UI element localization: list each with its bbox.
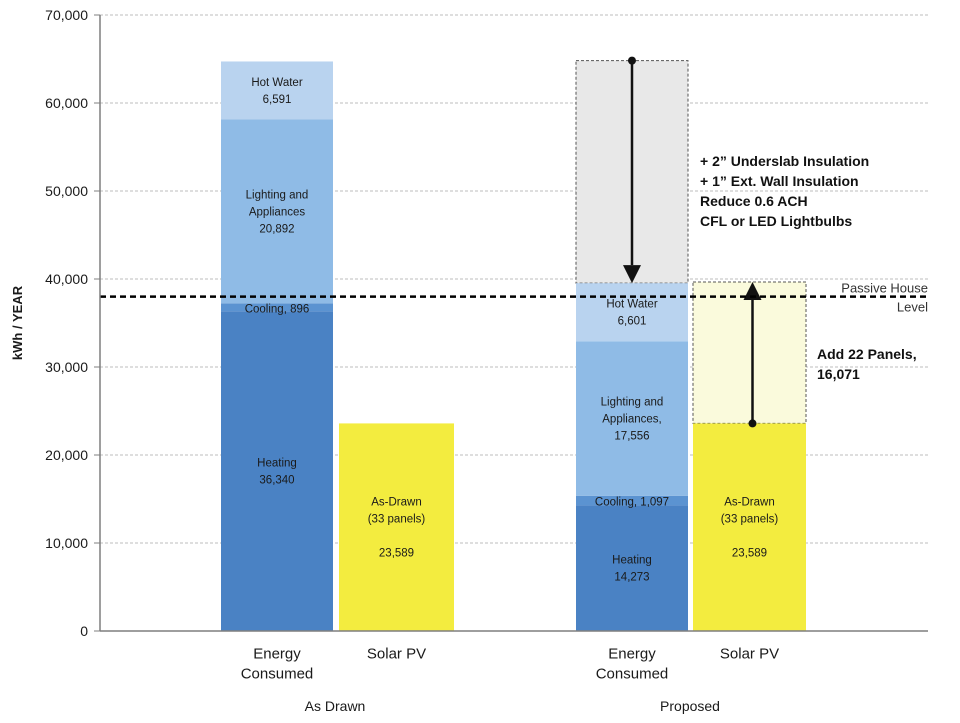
x-category-label: Solar PV [367,645,426,662]
data-label: Heating 14,273 [612,555,652,584]
annotation-box-added-panels [692,281,807,424]
annotation-arrow-head [743,281,762,300]
data-label: As-Drawn (33 panels) 23,589 [368,497,426,560]
y-tick-label: 10,000 [45,535,88,551]
data-label: Lighting and Appliances 20,892 [246,189,309,235]
bar-segment-as-drawn [339,423,454,631]
y-tick-label: 50,000 [45,183,88,199]
x-group-label: Proposed [660,698,720,714]
data-label: Hot Water 6,591 [251,77,303,106]
annotation-arrow-dot [748,419,757,428]
data-label: Heating 36,340 [257,458,297,487]
annotation-text: + 2” Underslab Insulation + 1” Ext. Wall … [700,153,869,229]
y-tick-label: 70,000 [45,7,88,23]
annotation-text: Add 22 Panels, 16,071 [817,346,917,382]
y-axis-title: kWh / YEAR [10,285,25,360]
reference-line-label: Level [897,300,928,315]
y-tick-label: 60,000 [45,95,88,111]
data-label: Lighting and Appliances, 17,556 [601,397,664,443]
bar-segment-as-drawn [693,423,806,631]
data-label: As-Drawn (33 panels) 23,589 [721,497,779,560]
x-group-label: As Drawn [305,698,366,714]
data-label: Cooling, 1,097 [595,497,669,509]
bar-segment-hot-water [221,61,333,120]
bar-segment-lighting-and-appliances [221,119,333,304]
bar-segment-hot-water [576,283,688,342]
y-tick-label: 20,000 [45,447,88,463]
reference-line-label: Passive House [841,281,928,296]
y-tick-label: 30,000 [45,359,88,375]
bar-segment-lighting-and-appliances [576,341,688,496]
y-tick-label: 0 [80,623,88,639]
annotation-arrow-dot [628,56,636,65]
data-label: Hot Water 6,601 [606,299,658,328]
annotation-arrow-head [623,265,641,284]
x-category-label: Solar PV [720,645,779,662]
bar-segment-heating [221,311,333,631]
x-category-label: Energy Consumed [241,645,314,682]
y-tick-label: 40,000 [45,271,88,287]
data-label: Cooling, 896 [245,303,310,315]
bar-segment-heating [576,505,688,631]
bar-segment-cooling [221,303,333,312]
bar-segment-cooling [576,495,688,506]
x-category-label: Energy Consumed [596,645,669,682]
